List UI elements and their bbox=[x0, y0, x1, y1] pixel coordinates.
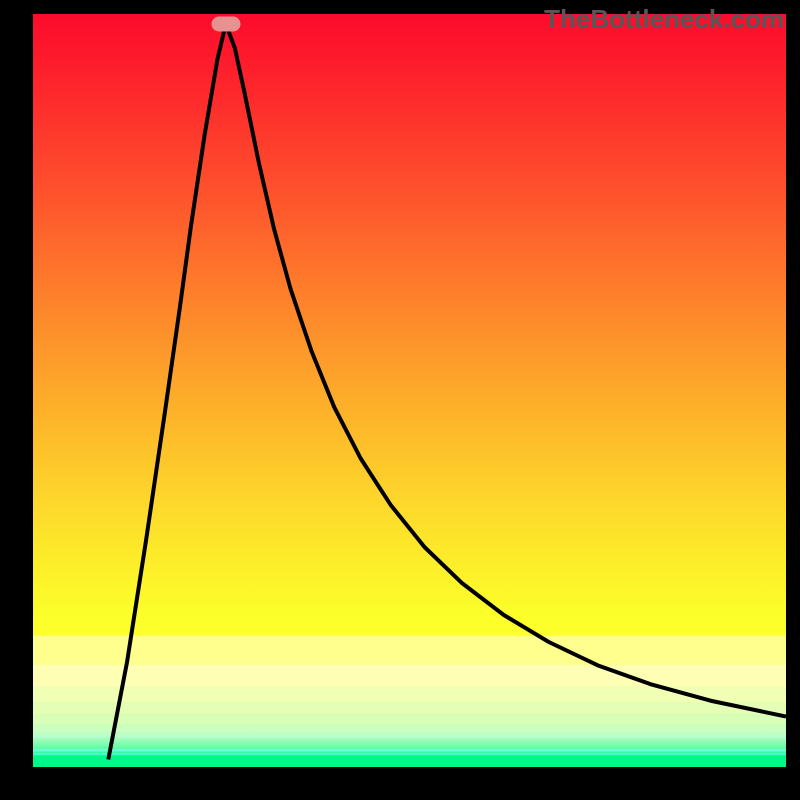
plot-area bbox=[33, 14, 786, 767]
gradient-background bbox=[33, 14, 786, 767]
watermark-text: TheBottleneck.com bbox=[544, 4, 784, 35]
chart-container: TheBottleneck.com bbox=[0, 0, 800, 800]
optimum-marker bbox=[211, 16, 240, 31]
